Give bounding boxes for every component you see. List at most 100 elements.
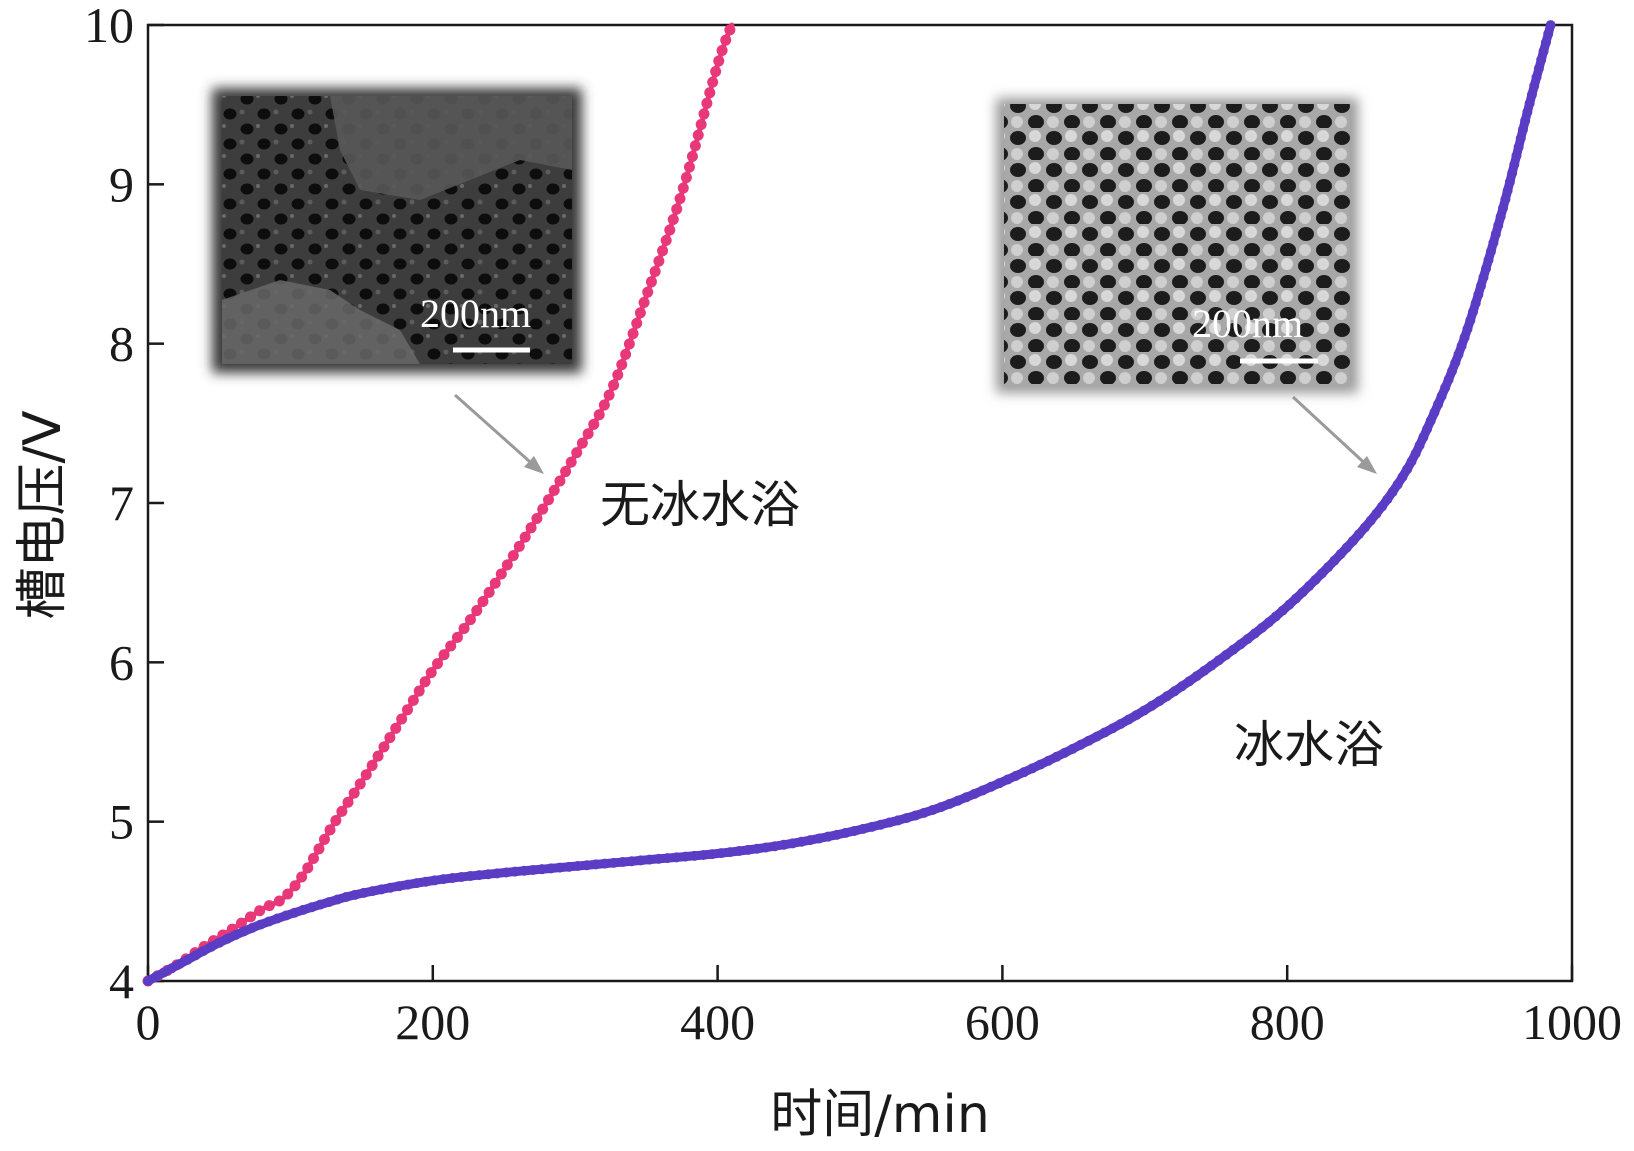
series-0-marker-72 — [616, 359, 628, 371]
series-1-marker-157 — [1406, 456, 1417, 467]
series-0-marker-93 — [689, 140, 701, 152]
series-0-marker-96 — [698, 108, 710, 120]
series-0-marker-86 — [667, 214, 679, 226]
series-0-marker-10 — [235, 917, 247, 929]
series-1-marker-179 — [1478, 272, 1489, 283]
series-1-marker-170 — [1453, 349, 1464, 360]
series-0-marker-54 — [519, 531, 531, 543]
series-0-marker-27 — [354, 778, 366, 790]
sem-image-ice: 200nm — [996, 98, 1358, 393]
series-1-marker-61 — [671, 852, 682, 863]
series-0-marker-24 — [336, 805, 348, 817]
series-1-marker-41 — [492, 868, 503, 879]
series-1-marker-199 — [1524, 98, 1535, 109]
series-1-marker-115 — [1131, 710, 1142, 721]
series-1-marker-60 — [662, 853, 673, 864]
series-0-marker-32 — [384, 732, 396, 744]
series-1-marker-127 — [1221, 650, 1232, 661]
series-1-marker-141 — [1316, 568, 1327, 579]
series-0-marker-94 — [692, 129, 704, 141]
series-0-marker-69 — [603, 389, 615, 401]
series-1-marker-85 — [884, 817, 895, 828]
series-1-marker-186 — [1495, 211, 1506, 222]
series-1-marker-140 — [1310, 574, 1321, 585]
series-1-marker-96 — [977, 785, 988, 796]
series-1-marker-99 — [1002, 774, 1013, 785]
series-0-marker-18 — [302, 862, 314, 874]
series-1-marker-119 — [1161, 691, 1172, 702]
series-0-marker-55 — [525, 522, 537, 534]
arrowhead-ice — [1357, 456, 1377, 474]
series-1-marker-4 — [174, 958, 185, 969]
series-1-marker-45 — [528, 864, 539, 875]
y-axis-title: 槽电压/V — [13, 410, 73, 620]
series-1-marker-114 — [1123, 714, 1134, 725]
series-1-marker-201 — [1529, 80, 1540, 91]
series-1-marker-203 — [1533, 63, 1544, 74]
series-1 — [143, 20, 1556, 986]
series-0-marker-19 — [307, 852, 319, 864]
series-1-marker-187 — [1498, 203, 1509, 214]
series-1-marker-181 — [1483, 255, 1494, 266]
series-1-marker-133 — [1263, 617, 1274, 628]
series-0-marker-11 — [244, 911, 256, 923]
series-0-marker-95 — [695, 119, 707, 131]
series-1-marker-15 — [263, 916, 274, 927]
series-1-marker-83 — [866, 821, 877, 832]
series-1-marker-70 — [752, 843, 763, 854]
series-0-marker-67 — [593, 409, 605, 421]
series-1-marker-159 — [1414, 440, 1425, 451]
series-1-marker-205 — [1538, 46, 1549, 57]
series-1-marker-74 — [787, 838, 798, 849]
series-1-marker-5 — [182, 954, 193, 965]
series-1-marker-87 — [901, 812, 912, 823]
series-1-marker-167 — [1443, 374, 1454, 385]
annotation-arrows — [454, 393, 1377, 474]
series-1-marker-78 — [822, 831, 833, 842]
arrow-ice — [1291, 395, 1373, 471]
series-0-marker-15 — [282, 888, 294, 900]
series-1-marker-154 — [1392, 479, 1403, 490]
series-0-marker-102 — [716, 44, 728, 56]
series-0-marker-81 — [649, 265, 661, 277]
series-0-marker-31 — [378, 741, 390, 753]
series-0-marker-12 — [254, 905, 266, 917]
series-0-marker-22 — [324, 824, 336, 836]
series-0 — [142, 22, 736, 987]
y-tick-label-0: 4 — [109, 953, 134, 1009]
series-1-marker-123 — [1191, 671, 1202, 682]
series-1-marker-152 — [1382, 494, 1393, 505]
series-1-marker-118 — [1154, 696, 1165, 707]
series-1-marker-81 — [849, 825, 860, 836]
series-0-marker-74 — [623, 338, 635, 350]
series-1-marker-36 — [447, 873, 458, 884]
series-0-marker-82 — [653, 255, 665, 267]
series-1-marker-165 — [1436, 391, 1447, 402]
series-1-marker-195 — [1515, 133, 1526, 144]
series-1-marker-59 — [653, 853, 664, 864]
series-1-marker-24 — [341, 891, 352, 902]
series-1-marker-14 — [255, 919, 266, 930]
series-0-marker-49 — [489, 577, 501, 589]
series-1-marker-94 — [961, 792, 972, 803]
y-tick-label-3: 7 — [109, 475, 134, 531]
series-1-marker-149 — [1365, 515, 1376, 526]
series-1-marker-169 — [1450, 357, 1461, 368]
series-0-marker-42 — [445, 640, 457, 652]
series-1-marker-103 — [1035, 759, 1046, 770]
series-0-marker-28 — [360, 769, 372, 781]
series-0-marker-16 — [289, 880, 301, 892]
series-0-marker-84 — [660, 234, 672, 246]
series-1-marker-129 — [1235, 639, 1246, 650]
series-0-marker-39 — [425, 667, 437, 679]
series-1-marker-46 — [537, 864, 548, 875]
series-1-marker-100 — [1010, 770, 1021, 781]
series-1-marker-30 — [394, 881, 405, 892]
series-0-marker-37 — [413, 685, 425, 697]
series-1-marker-105 — [1051, 751, 1062, 762]
series-0-marker-70 — [608, 379, 620, 391]
series-1-marker-148 — [1359, 522, 1370, 533]
series-1-marker-166 — [1440, 382, 1451, 393]
series-0-marker-46 — [471, 605, 483, 617]
series-1-marker-104 — [1043, 755, 1054, 766]
